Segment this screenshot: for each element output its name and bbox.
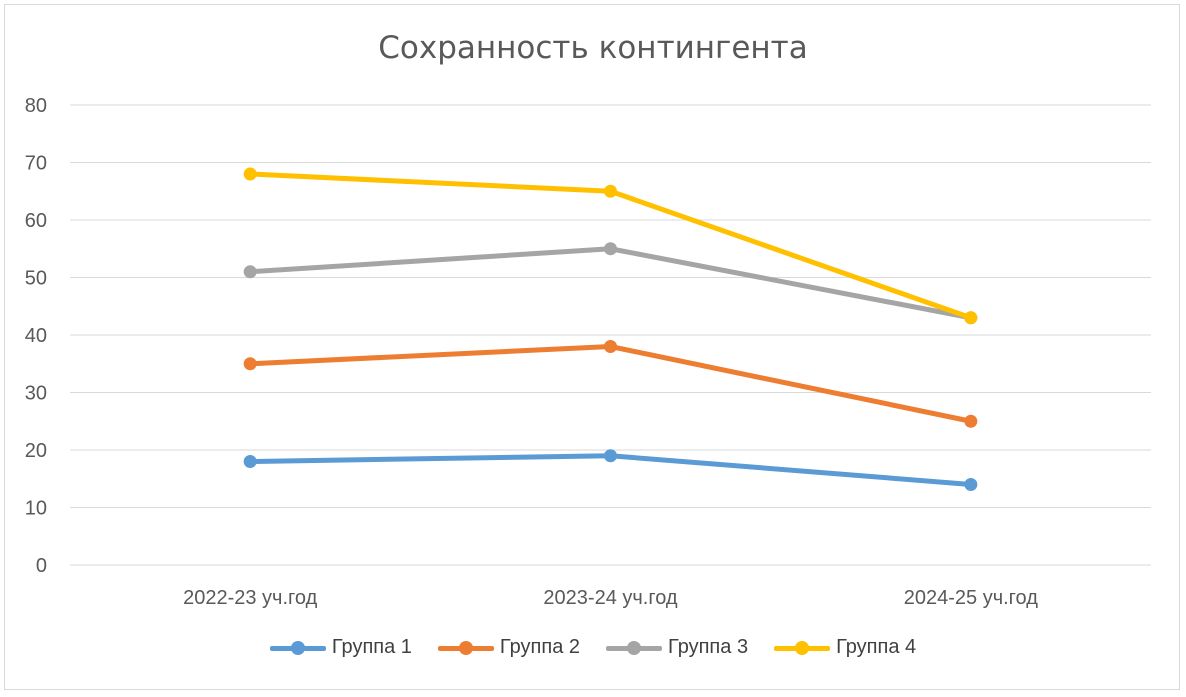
x-tick-label: 2024-25 уч.год	[904, 587, 1038, 609]
data-point-series-4	[243, 167, 257, 181]
legend-dot	[627, 640, 641, 655]
legend-dot	[290, 640, 305, 655]
data-point-series-2	[243, 357, 257, 371]
y-tick-label: 40	[25, 325, 47, 347]
legend-marker	[606, 640, 662, 656]
y-tick-label: 0	[36, 555, 47, 577]
chart-title: Сохранность контингента	[378, 30, 808, 66]
y-tick-label: 20	[25, 440, 47, 462]
legend-marker	[269, 640, 326, 656]
chart-legend: Группа 1 Группа 2 Группа 3 Группа 4	[0, 636, 1186, 659]
x-tick-label: 2023-24 уч.год	[543, 587, 677, 609]
x-tick-label: 2022-23 уч.год	[183, 587, 317, 609]
data-point-series-1	[604, 449, 617, 463]
legend-item: Группа 1	[269, 636, 412, 659]
series-line-2	[247, 344, 974, 424]
legend-dot	[795, 640, 810, 655]
legend-marker	[774, 640, 831, 656]
y-tick-label: 30	[25, 383, 47, 405]
legend-label: Группа 3	[668, 636, 749, 658]
legend-item: Группа 4	[774, 636, 916, 659]
legend-dot	[458, 640, 473, 655]
data-point-series-2	[964, 414, 978, 428]
legend-label: Группа 2	[499, 636, 580, 658]
legend-label: Группа 4	[836, 636, 917, 658]
data-point-series-1	[243, 455, 257, 468]
legend-marker	[437, 640, 494, 656]
legend-item: Группа 3	[606, 636, 748, 659]
y-tick-label: 10	[25, 498, 47, 520]
legend-item: Группа 2	[437, 636, 580, 659]
legend-label: Группа 1	[331, 636, 412, 658]
data-point-series-3	[604, 242, 617, 256]
series-line-3	[247, 246, 974, 321]
data-point-series-4	[964, 311, 978, 325]
y-tick-label: 70	[25, 153, 47, 175]
y-tick-label: 50	[25, 268, 47, 290]
data-point-series-1	[964, 478, 978, 491]
y-tick-label: 80	[25, 95, 47, 117]
y-tick-label: 60	[25, 210, 47, 232]
data-point-series-3	[243, 265, 257, 279]
data-point-series-2	[604, 340, 617, 353]
data-point-series-4	[604, 184, 617, 198]
